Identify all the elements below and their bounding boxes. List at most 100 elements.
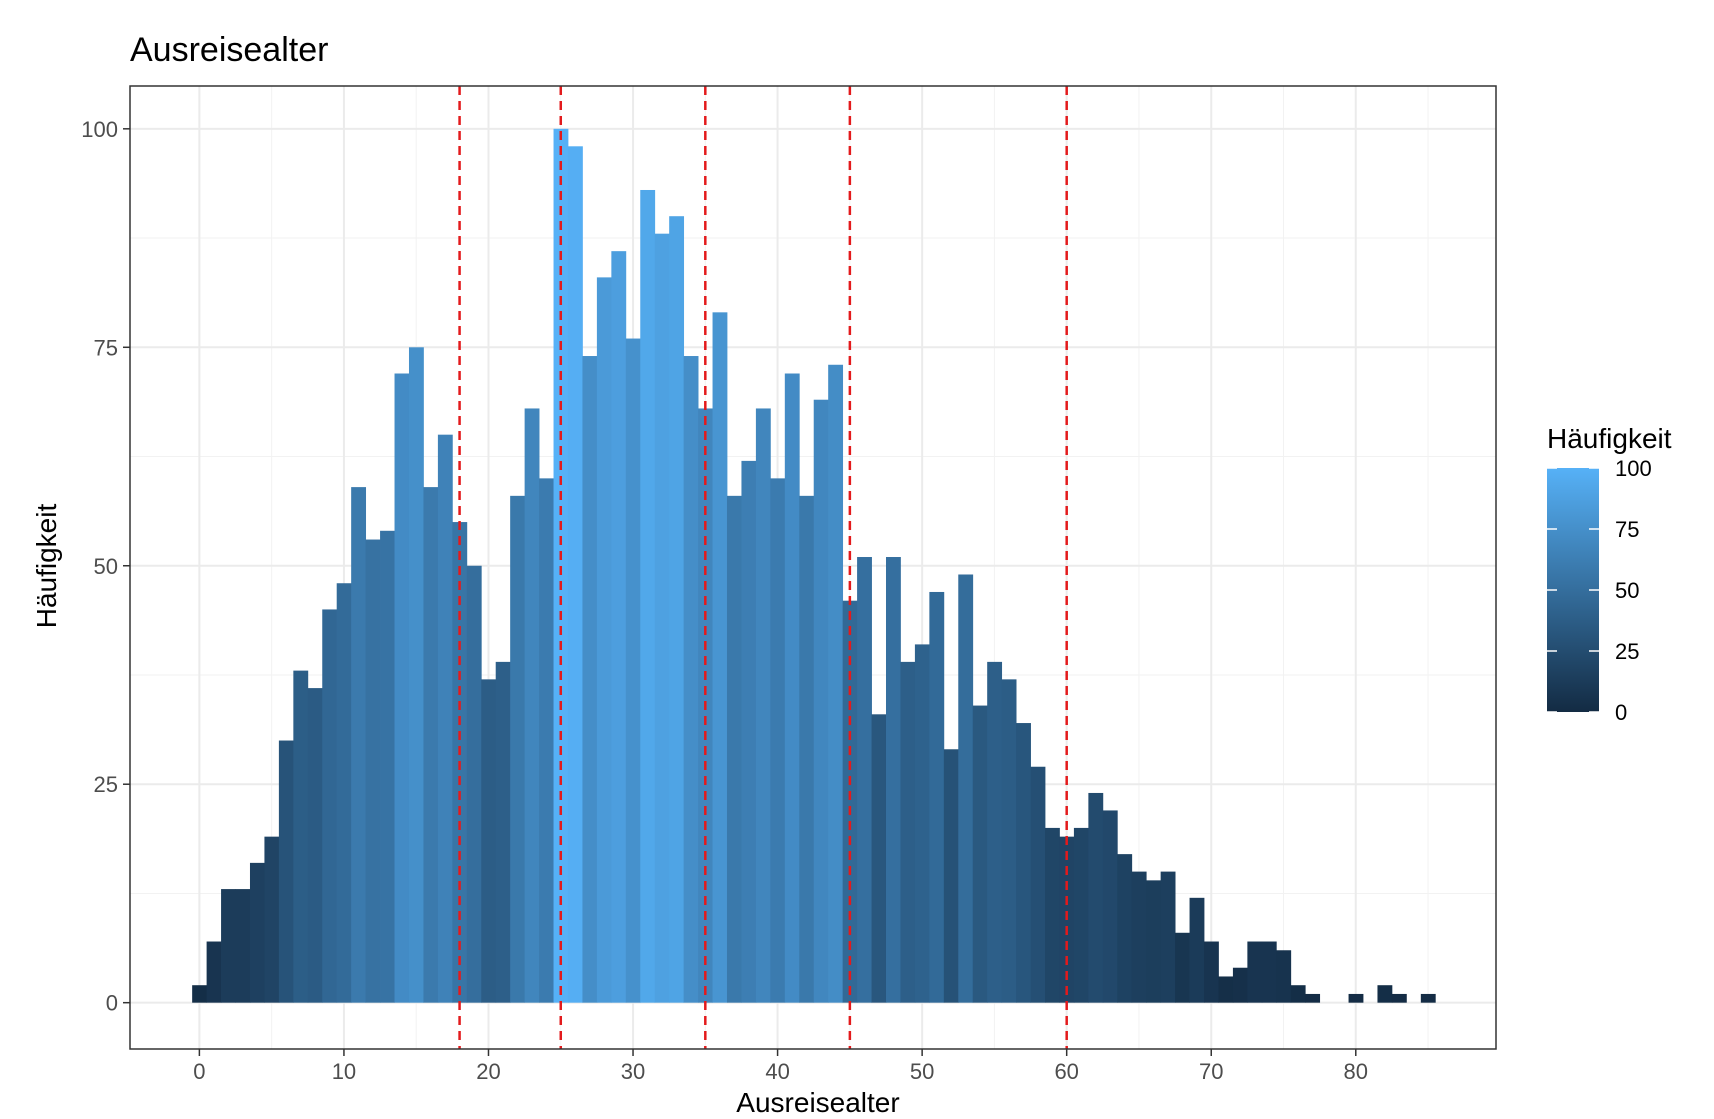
histogram-bar xyxy=(235,889,251,1003)
histogram-bar xyxy=(394,373,410,1003)
histogram-bar xyxy=(1305,993,1321,1003)
histogram-bar xyxy=(1117,854,1133,1003)
histogram-bar xyxy=(524,408,540,1003)
x-tick-label: 40 xyxy=(765,1059,789,1084)
histogram-bar xyxy=(1146,880,1162,1003)
histogram-bar xyxy=(1290,985,1306,1003)
histogram-bar xyxy=(221,889,236,1003)
x-tick-label: 80 xyxy=(1344,1059,1368,1084)
histogram-bar xyxy=(1377,985,1393,1003)
histogram-bar xyxy=(293,670,309,1003)
histogram-bar xyxy=(1204,941,1219,1003)
y-tick-label: 75 xyxy=(94,335,118,360)
histogram-bar xyxy=(625,338,641,1003)
histogram-bar xyxy=(437,434,453,1003)
legend-label: 75 xyxy=(1615,517,1639,542)
histogram-bar xyxy=(1045,827,1060,1003)
x-tick-label: 30 xyxy=(621,1059,645,1084)
x-tick-label: 70 xyxy=(1199,1059,1223,1084)
legend-label: 0 xyxy=(1615,700,1627,725)
histogram-bar xyxy=(1016,723,1031,1003)
y-tick-label: 0 xyxy=(106,991,118,1016)
histogram-bar xyxy=(423,487,439,1003)
histogram-bar xyxy=(640,189,656,1003)
histogram-bar xyxy=(351,487,367,1003)
x-tick-label: 0 xyxy=(193,1059,205,1084)
histogram-bar xyxy=(206,941,222,1003)
histogram-bar xyxy=(1073,827,1089,1003)
histogram-bar xyxy=(1247,941,1263,1003)
histogram-bar xyxy=(1276,950,1292,1003)
histogram-bar xyxy=(336,583,352,1003)
histogram-bar xyxy=(900,661,916,1003)
histogram-bar xyxy=(510,495,526,1003)
histogram-bar xyxy=(1348,993,1364,1003)
histogram-bar xyxy=(596,277,612,1003)
histogram-bar xyxy=(929,591,945,1003)
histogram-bar xyxy=(669,216,685,1003)
histogram-bar xyxy=(1175,932,1190,1003)
x-tick-label: 50 xyxy=(910,1059,934,1084)
legend-label: 50 xyxy=(1615,578,1639,603)
histogram-bar xyxy=(365,539,381,1003)
x-tick-label: 20 xyxy=(476,1059,500,1084)
x-tick-label: 10 xyxy=(332,1059,356,1084)
histogram-bar xyxy=(842,600,858,1003)
histogram-bar xyxy=(1102,810,1118,1003)
x-tick-label: 60 xyxy=(1054,1059,1078,1084)
histogram-bar xyxy=(712,312,728,1003)
histogram-bar xyxy=(1218,976,1234,1003)
histogram-bar xyxy=(380,530,395,1003)
plot-panel: 0 10 20 30 40 50 60 70 80 0 25 50 75 100 xyxy=(81,85,1497,1084)
y-tick-label: 100 xyxy=(81,117,118,142)
histogram-bar xyxy=(828,364,844,1003)
histogram-bar xyxy=(1232,967,1248,1003)
histogram-bar xyxy=(741,460,757,1003)
histogram-bar xyxy=(958,574,974,1003)
y-tick-label: 50 xyxy=(94,554,118,579)
histogram-bar xyxy=(770,478,786,1003)
histogram-bar xyxy=(972,705,988,1003)
histogram-bar xyxy=(1088,792,1104,1003)
histogram-bar xyxy=(755,408,771,1003)
legend-title: Häufigkeit xyxy=(1547,423,1672,454)
histogram-bar xyxy=(322,609,338,1003)
histogram-bar xyxy=(1001,679,1017,1003)
histogram-bar xyxy=(987,661,1003,1003)
histogram-bar xyxy=(567,146,583,1003)
histogram-bar xyxy=(857,557,872,1003)
histogram-bar xyxy=(726,495,742,1003)
histogram-bar xyxy=(1261,941,1277,1003)
legend: 100 75 50 25 0 xyxy=(1547,456,1652,725)
x-axis-title: Ausreisealter xyxy=(736,1087,899,1118)
y-axis-title: Häufigkeit xyxy=(31,504,62,629)
histogram-bar xyxy=(408,347,424,1003)
histogram-bar xyxy=(1420,993,1436,1003)
histogram-bar xyxy=(1160,871,1176,1003)
histogram-bar xyxy=(1189,897,1205,1003)
histogram-bar xyxy=(1391,993,1407,1003)
chart-title: Ausreisealter xyxy=(130,31,328,69)
legend-label: 100 xyxy=(1615,456,1652,481)
histogram-bar xyxy=(611,251,627,1003)
histogram-bar xyxy=(553,128,569,1003)
histogram-bar xyxy=(871,714,887,1003)
histogram-bar xyxy=(495,661,511,1003)
histogram-bar xyxy=(539,478,554,1003)
legend-label: 25 xyxy=(1615,639,1639,664)
histogram-bar xyxy=(278,740,294,1003)
histogram-bar xyxy=(914,644,930,1003)
histogram-bar xyxy=(654,233,670,1003)
histogram-bar xyxy=(1131,871,1147,1003)
histogram-bar xyxy=(799,495,815,1003)
histogram-bar xyxy=(249,862,265,1003)
histogram-bar xyxy=(683,356,699,1003)
histogram-bar xyxy=(943,749,959,1003)
histogram-bar xyxy=(192,985,208,1003)
histogram-bar xyxy=(481,679,497,1003)
histogram-bar xyxy=(466,565,482,1003)
histogram-bar xyxy=(784,373,800,1003)
histogram-bar xyxy=(582,356,598,1003)
plot-border xyxy=(129,85,1497,1050)
